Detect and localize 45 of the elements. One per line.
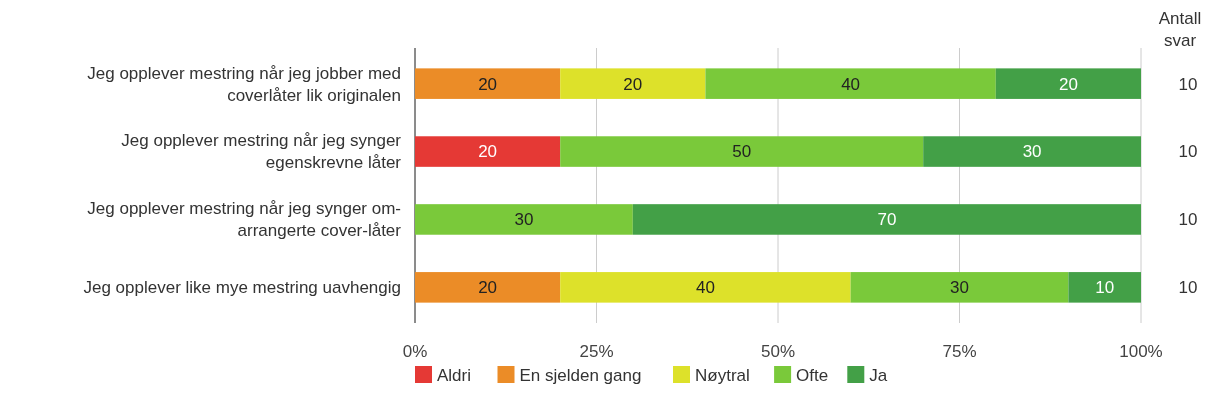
bar — [923, 136, 1141, 167]
data-label: 20 — [1058, 74, 1078, 94]
data-label: 30 — [1022, 142, 1042, 162]
data-label: 30 — [514, 210, 534, 230]
text: 10 — [1178, 278, 1198, 298]
x-tick-label: 100% — [1119, 342, 1163, 361]
bar — [560, 136, 924, 167]
bar — [560, 272, 851, 303]
bar — [705, 68, 996, 99]
data-label: 50 — [732, 142, 752, 162]
text: 10 — [1178, 74, 1198, 94]
legend-label: Ofte — [796, 365, 829, 385]
data-label: 30 — [950, 278, 969, 298]
text: 10 — [1178, 210, 1198, 230]
legend-label: Ja — [869, 365, 888, 385]
bar — [850, 272, 1069, 303]
bar — [632, 204, 1141, 235]
y-tick-label: Jeg opplever mestring når jeg synger om-arrangerte cover-låter — [87, 199, 402, 241]
bar — [1068, 272, 1141, 303]
bar — [415, 204, 633, 235]
data-label: 40 — [695, 278, 715, 298]
text: Antall svar — [1158, 9, 1202, 50]
data-label: 20 — [478, 142, 498, 162]
text: 10 — [1178, 142, 1198, 162]
bar — [415, 68, 561, 99]
bar — [560, 68, 706, 99]
data-label: 10 — [1095, 278, 1115, 298]
bar — [415, 136, 561, 167]
data-label: 20 — [478, 278, 498, 298]
y-tick-label: Jeg opplever mestring når jeg synger egenskrevne låter — [121, 131, 402, 173]
x-tick-label: 50% — [760, 342, 796, 361]
x-tick-label: 75% — [942, 342, 977, 361]
data-label: 20 — [623, 74, 643, 94]
data-label: 40 — [841, 74, 861, 94]
data-label: 70 — [877, 210, 897, 230]
x-tick-label: 0% — [402, 342, 428, 361]
legend-label: Nøytral — [695, 365, 750, 385]
legend-label: Aldri — [437, 365, 472, 385]
legend-label: En sjelden gang — [519, 365, 642, 385]
x-tick-label: 25% — [579, 342, 614, 361]
y-tick-label: Jeg opplever mestring når jeg jobber med coverlåter lik originalen — [87, 63, 401, 105]
bar — [995, 68, 1141, 99]
data-label: 20 — [478, 74, 498, 94]
y-tick-label: Jeg opplever like mye mestring uavhengig — [83, 278, 401, 298]
bar — [415, 272, 561, 303]
